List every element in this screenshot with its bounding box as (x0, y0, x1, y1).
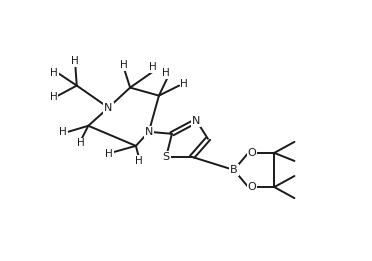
Text: S: S (163, 152, 170, 162)
Text: O: O (248, 182, 256, 192)
Text: H: H (121, 60, 128, 70)
Text: H: H (135, 156, 143, 165)
Text: O: O (248, 148, 256, 158)
Text: H: H (162, 68, 170, 78)
Text: H: H (77, 139, 85, 149)
Text: N: N (145, 127, 153, 137)
Text: H: H (51, 68, 58, 78)
Text: N: N (192, 116, 201, 126)
Text: H: H (71, 56, 79, 66)
Text: H: H (149, 62, 157, 72)
Text: H: H (180, 79, 188, 88)
Text: H: H (50, 92, 58, 102)
Text: H: H (105, 149, 113, 159)
Text: H: H (59, 127, 67, 137)
Text: N: N (104, 103, 113, 113)
Text: B: B (230, 165, 238, 175)
